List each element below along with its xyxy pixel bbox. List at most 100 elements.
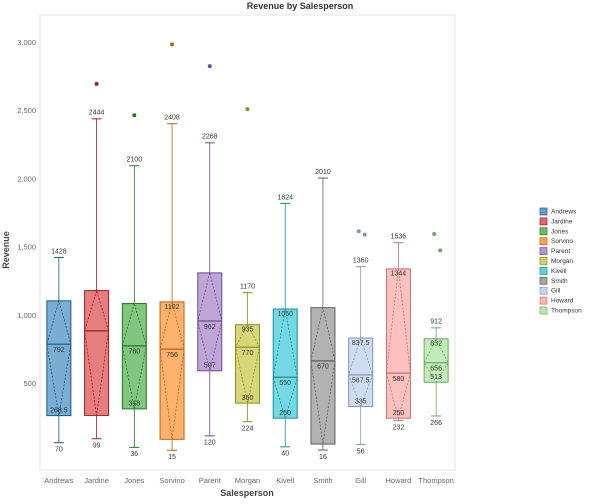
value-label-kivell-median: 550 bbox=[279, 380, 291, 387]
y-tick-label: 2,000 bbox=[17, 174, 36, 183]
value-label-kivell-max: 1824 bbox=[277, 194, 293, 201]
value-label-smith-min: 16 bbox=[319, 454, 327, 461]
value-label-andrews-max: 1428 bbox=[51, 248, 67, 255]
legend-item-thompson[interactable]: Thompson bbox=[539, 306, 582, 315]
legend-label: Kivell bbox=[551, 268, 567, 275]
box-group-kivell: 1824 1050 550 250 40 bbox=[272, 194, 298, 458]
legend-label: Jones bbox=[551, 228, 569, 235]
legend-label: Sorvino bbox=[551, 238, 573, 245]
legend-swatch bbox=[539, 217, 548, 226]
x-tick-label: Gill bbox=[355, 476, 366, 485]
outlier-point-thompson bbox=[432, 231, 437, 236]
legend-item-morgan[interactable]: Morgan bbox=[539, 257, 573, 266]
notch-outline-sorvino bbox=[159, 301, 185, 440]
x-tick-label: Jones bbox=[124, 476, 144, 485]
legend-item-jardine[interactable]: Jardine bbox=[539, 217, 573, 226]
box-howard bbox=[385, 268, 411, 419]
value-label-jones-median: 780 bbox=[128, 349, 140, 356]
box-jardine bbox=[84, 290, 110, 416]
y-axis: 500 1,000 1,500 2,000 2,500 3,000 bbox=[17, 38, 36, 388]
box-group-parent: 2268 962 597 120 bbox=[197, 64, 223, 447]
box-gill bbox=[348, 337, 374, 408]
value-label-morgan-q3: 935 bbox=[242, 327, 254, 334]
value-label-sorvino-median: 756 bbox=[166, 352, 178, 359]
box-smith bbox=[310, 307, 336, 445]
value-label-thompson-min: 266 bbox=[430, 420, 442, 427]
outlier-point-parent bbox=[207, 64, 212, 69]
value-label-kivell-q3: 1050 bbox=[277, 311, 293, 318]
legend-item-smith[interactable]: Smith bbox=[539, 276, 568, 285]
value-label-howard-median: 580 bbox=[393, 376, 405, 383]
value-label-thompson-q3: 832 bbox=[430, 341, 442, 348]
x-axis: Andrews Jardine Jones Sorvino Parent Morgan Ki… bbox=[44, 476, 454, 485]
legend-item-andrews[interactable]: Andrews bbox=[539, 207, 577, 216]
box-group-morgan: 1170 935 770 360 224 bbox=[235, 107, 260, 433]
value-label-parent-median: 962 bbox=[204, 324, 216, 331]
legend-label: Smith bbox=[551, 278, 568, 285]
box-group-andrews: 1428 792 268.5 70 bbox=[46, 248, 72, 454]
box-group-sorvino: 2408 1102 756 15 bbox=[159, 42, 185, 461]
x-tick-label: Smith bbox=[313, 476, 332, 485]
legend-item-howard[interactable]: Howard bbox=[539, 296, 574, 305]
legend-swatch bbox=[539, 286, 548, 295]
box-kivell bbox=[272, 308, 298, 419]
legend-item-kivell[interactable]: Kivell bbox=[539, 267, 567, 275]
value-label-morgan-min: 224 bbox=[242, 426, 254, 433]
legend-item-gill[interactable]: Gill bbox=[539, 286, 561, 295]
outlier-point-jardine bbox=[94, 81, 99, 86]
value-label-andrews-q1: 268.5 bbox=[50, 407, 68, 414]
chart-title: Revenue by Salesperson bbox=[247, 1, 354, 11]
value-label-smith-max: 2010 bbox=[315, 169, 331, 176]
y-tick-label: 2,500 bbox=[17, 106, 36, 115]
value-label-gill-max: 1360 bbox=[353, 258, 369, 265]
x-tick-label: Thompson bbox=[418, 476, 453, 485]
value-label-sorvino-min: 15 bbox=[168, 454, 176, 461]
value-label-howard-q3: 1344 bbox=[391, 271, 407, 278]
value-label-jardine-min: 99 bbox=[93, 443, 101, 450]
value-label-jones-max: 2100 bbox=[127, 157, 143, 164]
value-label-kivell-q1: 250 bbox=[279, 410, 291, 417]
x-axis-title: Salesperson bbox=[220, 488, 274, 498]
x-tick-label: Howard bbox=[385, 476, 411, 485]
legend-swatch bbox=[539, 237, 548, 246]
outlier-point-gill bbox=[356, 229, 361, 234]
box-group-smith: 2010 670 16 bbox=[310, 169, 336, 461]
value-label-howard-max: 1536 bbox=[391, 234, 407, 241]
value-label-thompson-q1: 513 bbox=[430, 374, 442, 381]
legend-swatch bbox=[539, 306, 548, 315]
legend-swatch bbox=[539, 207, 548, 216]
outlier-point-morgan bbox=[245, 107, 250, 112]
notch-outline-jones bbox=[121, 302, 147, 409]
y-axis-title: Revenue bbox=[1, 231, 11, 269]
x-tick-label: Jardine bbox=[84, 476, 109, 485]
legend-item-parent[interactable]: Parent bbox=[539, 247, 570, 256]
legend-item-sorvino[interactable]: Sorvino bbox=[539, 237, 573, 246]
legend-item-jones[interactable]: Jones bbox=[539, 227, 569, 236]
value-label-kivell-min: 40 bbox=[281, 451, 289, 458]
value-label-gill-q3: 837.5 bbox=[352, 340, 370, 347]
value-label-gill-min: 56 bbox=[357, 448, 365, 455]
value-label-morgan-q1: 360 bbox=[242, 395, 254, 402]
box-group-howard: 1536 1344 580 250 232 bbox=[385, 234, 411, 431]
value-label-thompson-max: 912 bbox=[430, 319, 442, 326]
box-group-jones: 2100 780 318 36 bbox=[121, 113, 147, 458]
outlier-point-thompson bbox=[438, 248, 443, 253]
notch-outline-morgan bbox=[235, 323, 260, 404]
y-tick-label: 500 bbox=[23, 379, 36, 388]
x-tick-label: Kivell bbox=[276, 476, 294, 485]
legend-label: Thompson bbox=[551, 308, 582, 315]
value-label-parent-min: 120 bbox=[204, 440, 216, 447]
legend-label: Jardine bbox=[551, 218, 573, 225]
legend-label: Howard bbox=[551, 298, 574, 305]
box-group-gill: 1360 837.5 567.5 335 56 bbox=[348, 229, 374, 455]
outlier-point-jones bbox=[132, 113, 137, 118]
legend: Andrews Jardine Jones Sorvino Parent Morgan Ki… bbox=[539, 207, 582, 315]
box-sorvino bbox=[159, 301, 185, 440]
x-tick-label: Andrews bbox=[44, 476, 73, 485]
box-jones bbox=[121, 303, 147, 410]
value-label-sorvino-max: 2408 bbox=[164, 115, 180, 122]
value-label-howard-q1: 250 bbox=[393, 410, 405, 417]
y-tick-label: 1,500 bbox=[17, 243, 36, 252]
